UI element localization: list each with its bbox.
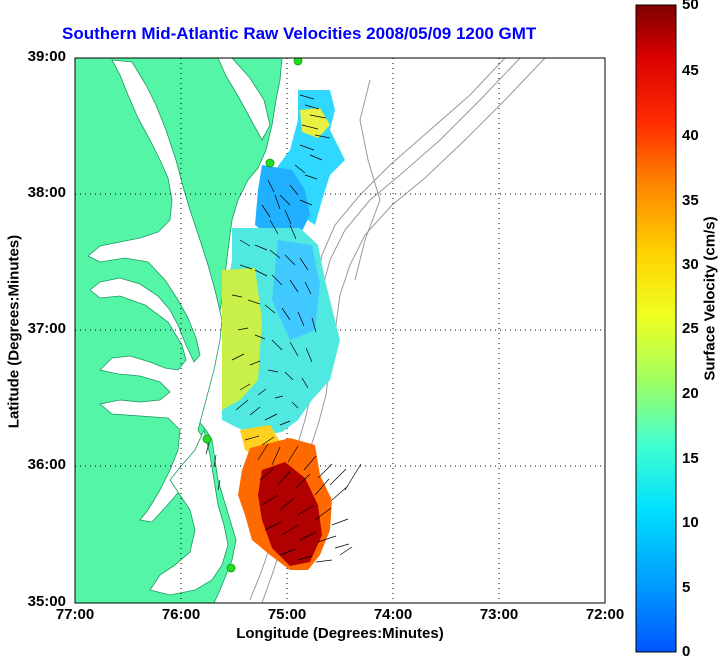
pamlico-sound: [149, 428, 229, 596]
map-title: Southern Mid-Atlantic Raw Velocities 200…: [62, 24, 537, 43]
lon-label-74: 74:00: [373, 606, 413, 623]
mid-east-core: [272, 240, 320, 340]
lat-lon-grid: [75, 58, 605, 603]
x-axis-title: Longitude (Degrees:Minutes): [236, 625, 444, 642]
velocity-field: [222, 90, 345, 570]
delaware-bay: [217, 58, 271, 141]
mid-west-patch: [222, 268, 262, 410]
station-north: [293, 58, 303, 66]
colorbar-label-15: 15: [682, 450, 699, 467]
lat-label-35: 35:00: [27, 593, 66, 610]
colorbar-label-0: 0: [682, 643, 691, 660]
velocity-arrows: [205, 94, 362, 563]
station-hatteras: [226, 563, 236, 573]
colorbar-label-5: 5: [682, 579, 691, 596]
lon-label-72: 72:00: [585, 606, 625, 623]
colorbar-label-25: 25: [682, 320, 699, 337]
lon-label-73: 73:00: [479, 606, 519, 623]
lon-label-76: 76:00: [161, 606, 201, 623]
southern-core: [258, 462, 322, 566]
colorbar-label-20: 20: [682, 385, 699, 402]
plot-frame: [74, 57, 606, 604]
chesapeake-bay: [87, 59, 223, 523]
y-axis-title: Latitude (Degrees:Minutes): [5, 234, 23, 429]
lat-label-38: 38:00: [27, 184, 66, 201]
colorbar: [635, 4, 677, 653]
colorbar-title: Surface Velocity (cm/s): [701, 216, 719, 381]
stations: [202, 58, 303, 573]
station-virginia-beach: [202, 434, 212, 444]
station-delaware: [265, 158, 275, 168]
lat-label-36: 36:00: [27, 456, 66, 473]
lon-label-77: 77:00: [55, 606, 95, 623]
northern-core: [300, 108, 330, 138]
colorbar-label-40: 40: [682, 127, 699, 144]
lat-label-37: 37:00: [27, 320, 66, 337]
lat-label-39: 39:00: [27, 48, 66, 65]
lon-label-75: 75:00: [267, 606, 307, 623]
colorbar-label-10: 10: [682, 514, 699, 531]
colorbar-label-30: 30: [682, 256, 699, 273]
colorbar-label-50: 50: [682, 0, 699, 13]
colorbar-label-45: 45: [682, 62, 699, 79]
colorbar-label-35: 35: [682, 192, 699, 209]
delaware-patch: [255, 165, 310, 240]
